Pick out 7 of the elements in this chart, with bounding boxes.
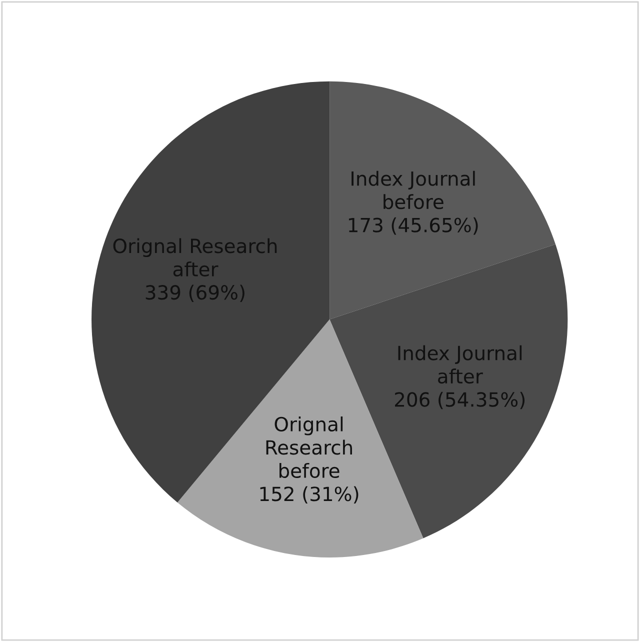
pie-slice bbox=[330, 81, 556, 320]
slice-label: Index Journal before bbox=[352, 170, 475, 210]
data-label: 206 (54.35%) bbox=[395, 392, 525, 410]
data-label: 152 (31%) bbox=[260, 486, 358, 504]
data-label: 173 (45.65%) bbox=[348, 217, 478, 235]
slice-label: Orignal Research before bbox=[266, 416, 352, 478]
slice-label: Index Journal after bbox=[398, 345, 522, 384]
